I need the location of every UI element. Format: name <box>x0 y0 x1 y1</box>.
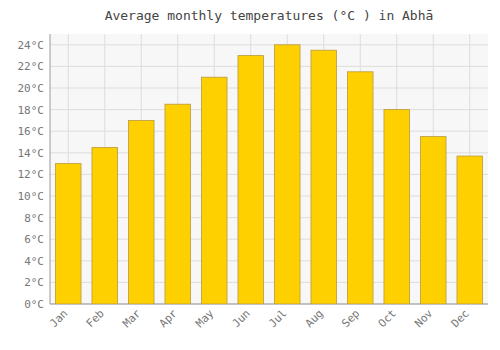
plot-background <box>50 34 488 304</box>
bar <box>201 77 227 304</box>
y-tick-label: 20°C <box>18 82 45 95</box>
y-tick-label: 4°C <box>24 255 44 268</box>
y-tick-label: 24°C <box>18 39 45 52</box>
bar <box>420 137 446 304</box>
title: Average monthly temperatures (°C ) in Ab… <box>105 8 434 23</box>
x-tick-label: Jun <box>230 307 253 330</box>
y-tick-label: 16°C <box>18 125 45 138</box>
y-tick-label: 6°C <box>24 233 44 246</box>
chart-container: Average monthly temperatures (°C ) in Ab… <box>0 0 500 350</box>
y-tick-label: 18°C <box>18 104 45 117</box>
axes: 0°C 2°C 4°C 6°C 8°C 10°C 12°C 14°C 16°C 18°C 20°C 2… <box>18 34 489 330</box>
y-grid-line <box>50 131 488 132</box>
x-tick-label: Feb <box>84 307 107 330</box>
y-tick-label: 10°C <box>18 190 45 203</box>
chart-svg: Average monthly temperatures (°C ) in Ab… <box>0 0 500 350</box>
y-tick-label: 0°C <box>24 298 44 311</box>
x-tick-label: Jul <box>266 307 289 330</box>
y-grid-line <box>50 88 488 89</box>
x-tick-label: May <box>193 307 217 331</box>
bar <box>384 110 410 304</box>
x-tick-label: Aug <box>303 307 326 330</box>
grid <box>50 34 488 304</box>
x-tick-label: Apr <box>157 307 181 331</box>
bar <box>238 56 264 304</box>
y-tick-label: 22°C <box>18 60 45 73</box>
x-tick-label: Sep <box>339 307 362 330</box>
bar <box>274 45 300 304</box>
bar <box>347 72 373 304</box>
x-tick-label: Oct <box>376 307 399 330</box>
y-axis-line <box>50 34 51 304</box>
x-tick-label: Nov <box>412 307 436 331</box>
bar <box>457 156 483 304</box>
x-tick-label: Dec <box>449 307 472 330</box>
bar <box>128 120 154 304</box>
bar <box>165 104 191 304</box>
y-tick-label: 14°C <box>18 147 45 160</box>
y-tick-label: 2°C <box>24 276 44 289</box>
y-tick-label: 8°C <box>24 212 44 225</box>
y-grid-line <box>50 66 488 67</box>
y-grid-line <box>50 44 488 45</box>
y-grid-line <box>50 109 488 110</box>
bar <box>55 164 81 304</box>
bars <box>55 45 482 304</box>
bar <box>92 147 118 304</box>
y-tick-label: 12°C <box>18 168 45 181</box>
x-tick-label: Mar <box>120 307 144 331</box>
bar <box>311 50 337 304</box>
x-tick-label: Jan <box>47 307 70 330</box>
